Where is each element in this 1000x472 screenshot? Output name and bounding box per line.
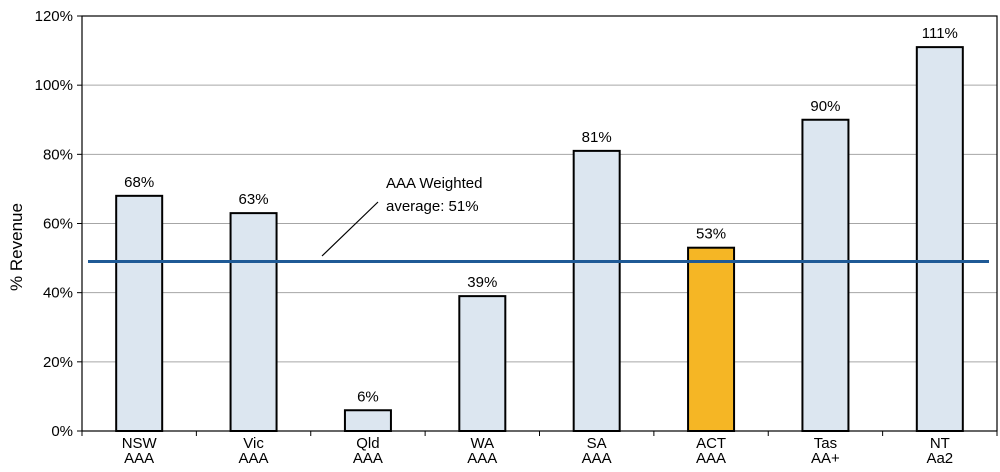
bar-vic: [229, 212, 278, 432]
category-rating-label: AAA: [582, 450, 612, 467]
category-rating-label: AAA: [467, 450, 497, 467]
data-label: 53%: [696, 226, 726, 243]
y-tick-label: 100%: [35, 77, 73, 94]
annotation-text-line1: AAA Weighted: [386, 175, 482, 192]
category-label: Vic: [243, 435, 264, 452]
bar-qld: [343, 409, 392, 432]
category-rating-label: AAA: [239, 450, 269, 467]
y-tick-label: 40%: [43, 285, 73, 302]
bar-nsw: [115, 194, 164, 432]
y-tick-label: 20%: [43, 354, 73, 371]
bar-act: [687, 246, 736, 432]
annotation-text-line2: average: 51%: [386, 198, 479, 215]
y-tick-labels: 0% 20% 40% 60% 80% 100% 120%: [35, 8, 73, 440]
bar-nt: [915, 46, 964, 432]
category-label: WA: [471, 435, 495, 452]
axes: [77, 15, 998, 436]
data-label: 39%: [467, 274, 497, 291]
gridlines: [82, 15, 997, 363]
data-label: 63%: [239, 191, 269, 208]
bar-sa: [572, 149, 621, 432]
category-rating-label: AAA: [696, 450, 726, 467]
y-tick-label: 60%: [43, 216, 73, 233]
reference-line-group: AAA Weighted average: 51%: [88, 175, 989, 264]
bar-wa: [458, 295, 507, 432]
category-rating-label: AAA: [353, 450, 383, 467]
category-rating-label: AA+: [811, 450, 840, 467]
category-label: Qld: [356, 435, 379, 452]
data-labels: 68% 63% 6% 39% 81% 53% 90% 111%: [124, 25, 958, 405]
category-labels: NSWAAAVicAAAQldAAAWAAAASAAAAACTAAATasAA+…: [122, 435, 953, 467]
data-label: 68%: [124, 174, 154, 191]
data-label: 111%: [922, 25, 958, 42]
y-tick-label: 0%: [51, 423, 73, 440]
y-axis-label: % Revenue: [7, 203, 26, 291]
category-rating-label: Aa2: [926, 450, 953, 467]
category-label: SA: [587, 435, 607, 452]
bars: [115, 46, 964, 432]
category-label: NSW: [122, 435, 158, 452]
y-tick-label: 80%: [43, 146, 73, 163]
annotation-leader-line: [321, 201, 379, 257]
category-label: NT: [930, 435, 950, 452]
data-label: 81%: [582, 129, 612, 146]
plot-frame: [81, 15, 998, 432]
category-label: ACT: [696, 435, 726, 452]
data-label: 6%: [357, 388, 379, 405]
bar-tas: [801, 118, 850, 432]
data-label: 90%: [810, 98, 840, 115]
category-rating-label: AAA: [124, 450, 154, 467]
category-label: Tas: [814, 435, 837, 452]
y-tick-label: 120%: [35, 8, 73, 25]
